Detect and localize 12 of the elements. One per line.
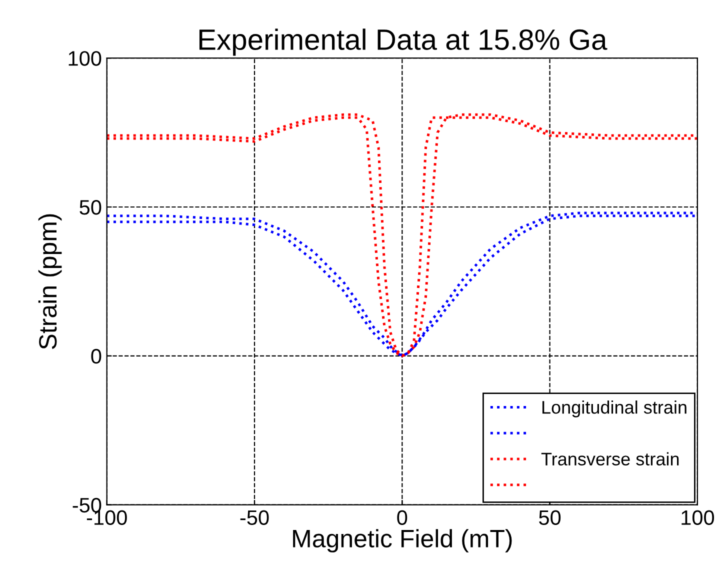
x-axis-title: Magnetic Field (mT) — [293, 529, 512, 552]
y-tick-label: 100 — [68, 51, 102, 66]
y-tick-label: 50 — [80, 200, 102, 215]
legend-label: Longitudinal strain — [542, 400, 686, 418]
chart-title: Experimental Data at 15.8% Ga — [199, 28, 608, 56]
x-tick-label: 50 — [539, 510, 561, 526]
legend-label: Transverse strain — [541, 452, 679, 466]
x-tick-label: 100 — [682, 510, 714, 526]
x-tick-label: 0 — [397, 510, 408, 526]
y-axis-title: Strain (ppm) — [38, 214, 62, 350]
y-tick-label: 0 — [91, 348, 102, 364]
x-tick-label: -50 — [240, 510, 269, 526]
